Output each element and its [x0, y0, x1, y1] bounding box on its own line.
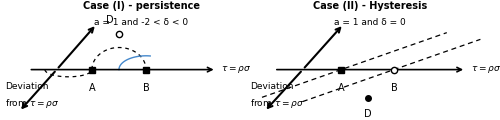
Text: $\tau = \rho\sigma$: $\tau = \rho\sigma$ [471, 64, 500, 75]
Text: A: A [88, 83, 96, 93]
Text: from $\tau = \rho\sigma$: from $\tau = \rho\sigma$ [5, 97, 59, 110]
Text: Deviation: Deviation [250, 82, 294, 91]
Text: D: D [106, 15, 114, 25]
Text: B: B [390, 83, 398, 93]
Text: A: A [338, 83, 344, 93]
Text: Case (II) - Hysteresis: Case (II) - Hysteresis [313, 1, 427, 11]
Text: $\tau = \rho\sigma$: $\tau = \rho\sigma$ [221, 64, 252, 75]
Text: D: D [364, 109, 372, 119]
Text: B: B [142, 83, 150, 93]
Text: Case (I) - persistence: Case (I) - persistence [83, 1, 200, 11]
Text: from $\tau = \rho\sigma$: from $\tau = \rho\sigma$ [250, 97, 304, 110]
Text: Deviation: Deviation [5, 82, 49, 91]
Text: a = 1 and -2 < δ < 0: a = 1 and -2 < δ < 0 [94, 18, 188, 27]
Text: a = 1 and δ = 0: a = 1 and δ = 0 [334, 18, 406, 27]
